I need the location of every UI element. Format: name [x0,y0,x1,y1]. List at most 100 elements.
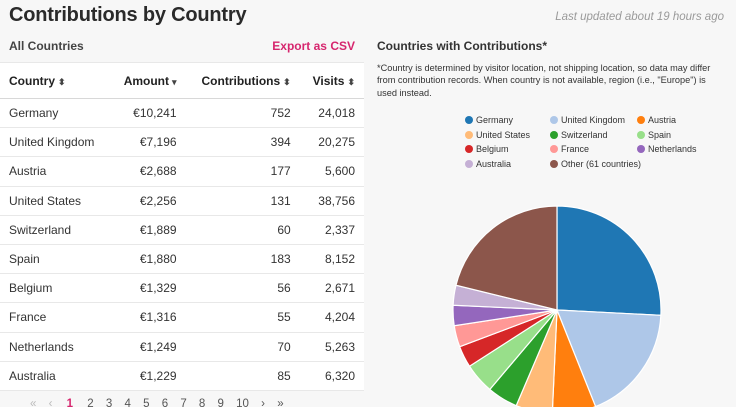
legend-label: United Kingdom [561,115,626,125]
page-link[interactable]: 4 [124,398,131,407]
export-csv-link[interactable]: Export as CSV [272,39,355,53]
cell-visits: 2,671 [299,273,364,304]
legend-item: Belgium [465,144,509,154]
cell-amount: €10,241 [110,98,186,129]
page-link[interactable]: 9 [217,398,224,407]
legend-swatch [465,145,473,153]
cell-country: United States [0,186,111,216]
cell-country: Belgium [0,273,111,304]
legend-item: Other (61 countries) [550,159,641,169]
legend-swatch [550,159,558,168]
table-row: United Kingdom €7,196 394 20,275 [0,127,364,158]
column-header-visits[interactable]: Visits ⬍ [299,62,364,99]
cell-amount: €7,196 [110,127,186,158]
page-link[interactable]: 6 [161,398,169,407]
chart-panel: Countries with Contributions* *Country i… [377,30,736,407]
next-page-button[interactable]: › [261,398,265,407]
cell-contributions: 85 [185,361,300,391]
last-updated-text: Last updated about 19 hours ago [555,11,724,23]
legend-label: Netherlands [648,144,697,154]
legend-item: United Kingdom [550,115,625,125]
cell-visits: 6,320 [299,361,364,391]
cell-contributions: 177 [185,156,300,187]
page-link[interactable]: 7 [180,398,187,407]
cell-visits: 5,263 [299,332,364,362]
chart-footnote: *Country is determined by visitor locati… [377,63,711,98]
cell-amount: €2,688 [110,156,186,187]
legend-label: Other (61 countries) [561,158,642,169]
cell-country: Australia [0,361,111,391]
column-header-contributions[interactable]: Contributions ⬍ [185,62,300,99]
column-header-amount[interactable]: Amount ▾ [110,62,186,99]
cell-country: France [0,302,111,333]
legend-label: Spain [648,129,672,140]
table-row: Netherlands €1,249 70 5,263 [0,332,364,362]
legend-item: Spain [637,130,671,140]
cell-amount: €1,889 [110,215,186,245]
cell-amount: €1,880 [110,244,186,275]
cell-country: Netherlands [0,332,111,362]
cell-amount: €1,316 [110,302,186,333]
legend-item: Austria [637,115,676,125]
table-row: Switzerland €1,889 60 2,337 [0,215,364,245]
legend-swatch [637,145,645,153]
legend-item: Australia [465,159,511,169]
legend-label: Austria [648,115,677,125]
table-row: Australia €1,229 85 6,320 [0,361,364,391]
last-page-button[interactable]: » [277,398,284,407]
pagination: « ‹ 1 2 3 4 5 6 7 8 9 10 › » [30,398,293,407]
cell-amount: €1,249 [110,332,186,362]
table-panel: All Countries Export as CSV Country ⬍ Amo… [0,30,364,407]
cell-visits: 5,600 [299,156,364,187]
pie-chart [452,205,662,407]
legend-swatch [550,145,558,153]
table-header-row: Country ⬍ Amount ▾ Contributions ⬍ Visits ⬍ [0,62,364,99]
column-header-label: Contributions [201,73,281,88]
page-link[interactable]: 2 [87,398,94,407]
table-row: United States €2,256 131 38,756 [0,186,364,216]
cell-amount: €1,229 [110,361,186,391]
cell-country: Spain [0,244,111,275]
page-link[interactable]: 8 [198,398,206,407]
page-link-current[interactable]: 1 [65,398,75,407]
pie-slice[interactable] [455,205,558,311]
sort-icon: ⬍ [283,76,291,87]
table-panel-title: All Countries [9,39,84,53]
legend-label: Switzerland [561,129,608,140]
countries-table: Country ⬍ Amount ▾ Contributions ⬍ Visits ⬍ … [0,62,364,391]
legend-label: Belgium [476,144,509,154]
legend-swatch [465,130,473,139]
prev-page-button[interactable]: ‹ [48,398,53,407]
cell-contributions: 55 [185,302,300,333]
pie-slice[interactable] [556,205,662,316]
legend-swatch [465,116,473,124]
cell-country: Germany [0,98,111,129]
legend-swatch [550,130,558,139]
cell-country: United Kingdom [0,127,111,158]
chart-title: Countries with Contributions* [377,39,547,53]
column-header-label: Amount [123,73,170,88]
legend-label: Germany [476,115,514,125]
cell-visits: 2,337 [299,215,364,245]
column-header-label: Country [9,73,55,88]
cell-contributions: 752 [185,98,300,129]
table-row: Germany €10,241 752 24,018 [0,98,364,129]
cell-visits: 38,756 [299,186,364,216]
cell-contributions: 70 [185,332,300,362]
cell-visits: 8,152 [299,244,364,275]
pie-slice[interactable] [556,309,662,407]
legend-label: Australia [476,158,512,169]
first-page-button[interactable]: « [30,398,37,407]
page-link[interactable]: 3 [105,398,113,407]
column-header-country[interactable]: Country ⬍ [0,62,111,99]
page-link[interactable]: 5 [143,398,150,407]
page-link[interactable]: 10 [236,398,249,407]
cell-amount: €2,256 [110,186,186,216]
legend-swatch [550,116,558,124]
legend-swatch [465,159,473,168]
table-row: France €1,316 55 4,204 [0,302,364,333]
cell-country: Switzerland [0,215,111,245]
cell-visits: 20,275 [299,127,364,158]
page-title: Contributions by Country [9,4,247,26]
table-row: Spain €1,880 183 8,152 [0,244,364,275]
